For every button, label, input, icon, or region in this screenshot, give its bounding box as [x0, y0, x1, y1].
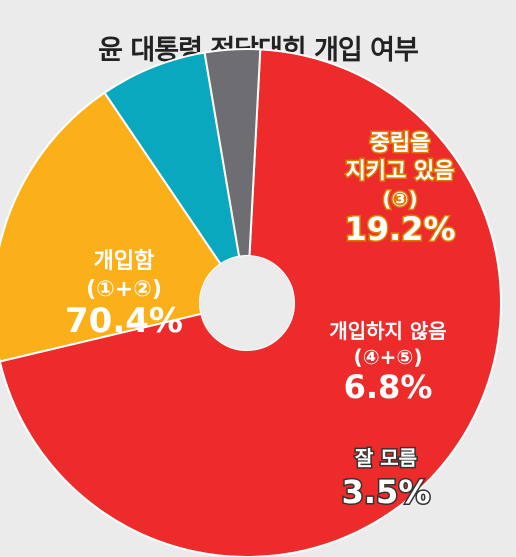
slice-label-2: 개입하지 않음 — [329, 319, 446, 343]
slice-value-2: 6.8% — [344, 368, 433, 406]
slice-value-0: 70.4% — [65, 301, 183, 341]
slice-label-1: 지키고 있음 — [346, 159, 455, 184]
slice-sub-1: (③) — [382, 187, 417, 211]
slice-value-3: 3.5% — [342, 473, 431, 511]
slice-label-3: 잘 모름 — [355, 446, 417, 470]
donut-hole — [200, 256, 294, 350]
slice-label-0: 개입함 — [94, 249, 155, 274]
slice-value-1: 19.2% — [344, 210, 455, 248]
slice-sub-2: (④+⑤) — [354, 345, 423, 369]
slice-label-1: 중립을 — [370, 131, 431, 156]
slice-sub-0: (①+②) — [86, 277, 162, 302]
